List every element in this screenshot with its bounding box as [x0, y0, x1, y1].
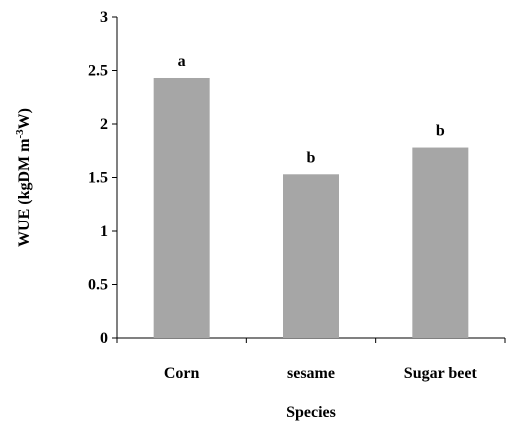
x-tick-label: sesame	[287, 365, 335, 382]
y-tick-label: 1.5	[88, 170, 108, 187]
y-tick-label: 0	[100, 330, 108, 347]
y-axis-title: WUE (kgDM m-3W)	[14, 108, 33, 247]
x-ticks: Corn sesame Sugar beet	[116, 338, 506, 382]
x-tick-label: Corn	[164, 365, 200, 382]
x-tick-label: Sugar beet	[404, 365, 478, 382]
y-axis-title-main: WUE (kgDM m	[16, 138, 33, 247]
bar-sesame	[283, 174, 339, 338]
y-tick-label: 3	[100, 9, 108, 26]
significance-letter: b	[436, 123, 445, 140]
y-tick-label: 1	[100, 223, 108, 240]
bar-sugar-beet	[412, 147, 469, 338]
plot-area: 0 0.5 1 1.5 2 2.5 3 Corn sesame Sugar beet a b b	[88, 9, 506, 382]
significance-letter: a	[178, 53, 186, 70]
significance-labels: a b b	[178, 53, 445, 166]
y-axis-title-superscript: -3	[14, 129, 26, 139]
y-tick-label: 2.5	[88, 63, 108, 80]
y-tick-label: 2	[100, 116, 108, 133]
bars	[153, 77, 469, 339]
bar-corn	[153, 77, 210, 339]
significance-letter: b	[307, 149, 316, 166]
y-ticks: 0 0.5 1 1.5 2 2.5 3	[88, 9, 117, 347]
y-axis-title-end: W)	[16, 108, 33, 129]
x-axis-title: Species	[286, 404, 336, 421]
y-tick-label: 0.5	[88, 277, 108, 294]
